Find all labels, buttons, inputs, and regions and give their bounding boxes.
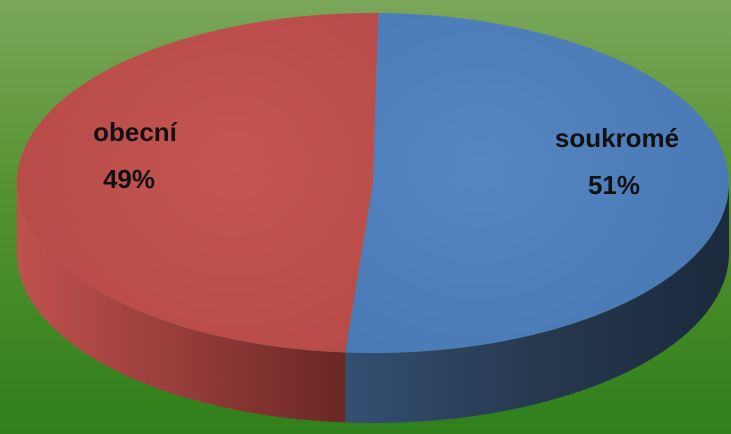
slice-label-obecni: obecní xyxy=(93,117,178,147)
pie-side-obecni xyxy=(17,183,346,423)
pie-slice-obecni[interactable] xyxy=(16,12,379,353)
slice-value-obecni: 49% xyxy=(103,164,155,194)
pie-side-soukrome xyxy=(345,183,729,424)
pie-slice-soukrome[interactable] xyxy=(345,13,729,353)
slice-value-soukrome: 51% xyxy=(588,170,640,200)
slice-label-soukrome: soukromé xyxy=(555,123,679,153)
